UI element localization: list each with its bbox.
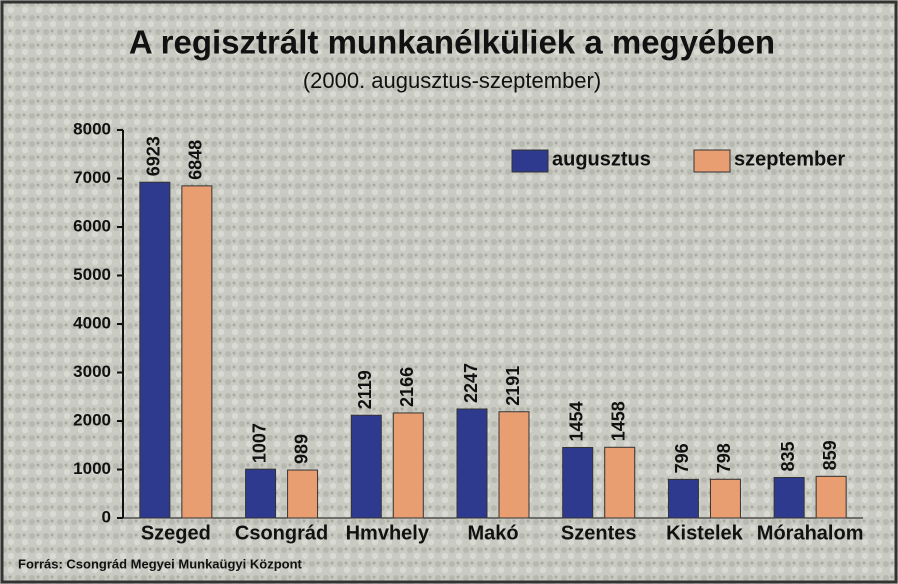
- bar: [774, 478, 804, 518]
- data-label: 2191: [503, 366, 523, 406]
- chart-subtitle: (2000. augusztus-szeptember): [303, 68, 601, 93]
- data-label: 835: [778, 441, 798, 471]
- source-note: Forrás: Csongrád Megyei Munkaügyi Közpon…: [18, 556, 303, 571]
- x-tick-label: Mórahalom: [757, 522, 864, 544]
- chart-title: A regisztrált munkanélküliek a megyében: [129, 24, 775, 61]
- bar: [393, 413, 423, 518]
- y-tick-label: 7000: [73, 168, 111, 187]
- bar: [182, 186, 212, 518]
- x-tick-label: Kistelek: [666, 522, 744, 544]
- y-tick-label: 0: [102, 507, 111, 526]
- data-label: 2166: [397, 367, 417, 407]
- data-label: 6848: [186, 140, 206, 180]
- y-tick-label: 4000: [73, 313, 111, 332]
- x-tick-label: Hmvhely: [346, 522, 430, 544]
- legend-swatch: [694, 150, 730, 172]
- data-label: 859: [820, 440, 840, 470]
- x-tick-label: Szeged: [141, 522, 211, 544]
- y-tick-label: 8000: [73, 119, 111, 138]
- bar: [140, 182, 170, 518]
- bar: [710, 479, 740, 518]
- data-label: 1454: [566, 401, 586, 441]
- bar: [457, 409, 487, 518]
- chart: A regisztrált munkanélküliek a megyében …: [0, 0, 898, 584]
- bar: [605, 447, 635, 518]
- data-label: 798: [714, 443, 734, 473]
- bar: [246, 469, 276, 518]
- bar: [816, 476, 846, 518]
- legend-label: augusztus: [552, 148, 651, 170]
- y-tick-label: 3000: [73, 362, 111, 381]
- bar: [563, 447, 593, 518]
- data-label: 796: [672, 443, 692, 473]
- data-label: 6923: [144, 136, 164, 176]
- y-tick-label: 2000: [73, 410, 111, 429]
- data-label: 2247: [461, 363, 481, 403]
- y-tick-label: 6000: [73, 216, 111, 235]
- bar: [499, 412, 529, 518]
- data-label: 2119: [355, 370, 375, 409]
- data-label: 1458: [608, 401, 628, 441]
- x-tick-label: Szentes: [561, 522, 637, 544]
- y-tick-label: 5000: [73, 265, 111, 284]
- data-label: 1007: [249, 423, 269, 463]
- legend-label: szeptember: [734, 148, 845, 170]
- bar: [351, 415, 381, 518]
- x-tick-label: Csongrád: [235, 522, 328, 544]
- bar: [288, 470, 318, 518]
- y-tick-label: 1000: [73, 459, 111, 478]
- bar: [668, 479, 698, 518]
- data-label: 989: [291, 434, 311, 464]
- legend-swatch: [512, 150, 548, 172]
- x-tick-label: Makó: [467, 522, 518, 544]
